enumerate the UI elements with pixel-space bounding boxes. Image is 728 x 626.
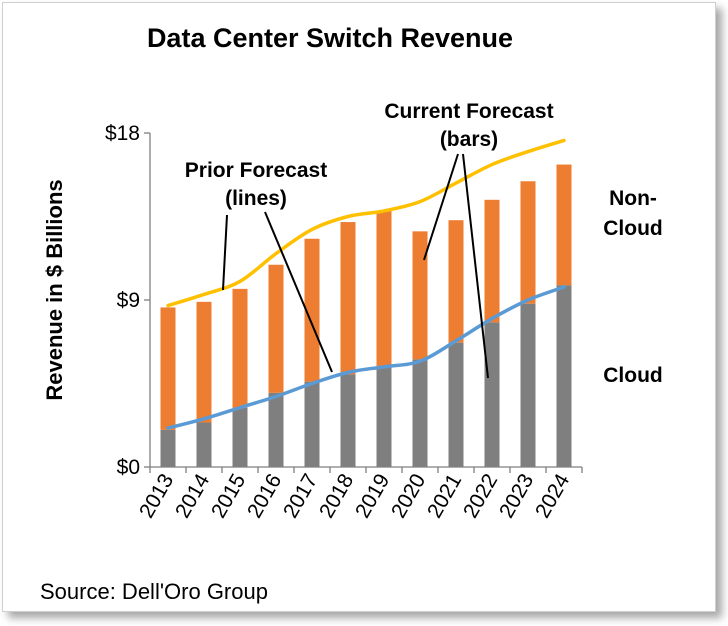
annotation-cloud: Cloud — [603, 364, 662, 387]
y-tick-label: $0 — [117, 456, 140, 479]
x-tick-label: 2014 — [171, 470, 214, 522]
prior-forecast-cloud-line — [166, 285, 566, 430]
x-tick-label: 2016 — [243, 470, 286, 522]
bar-cloud-2024 — [556, 285, 572, 467]
bar-non-cloud-2019 — [376, 210, 392, 367]
bar-cloud-2016 — [268, 392, 284, 467]
bar-cloud-2018 — [340, 374, 356, 467]
annotation-current-forecast: Current Forecast — [384, 100, 553, 123]
annotation-current-forecast-sub: (bars) — [440, 128, 498, 151]
bar-non-cloud-2015 — [232, 288, 248, 408]
bar-cloud-2021 — [448, 342, 464, 467]
bar-non-cloud-2017 — [304, 238, 320, 382]
bar-non-cloud-2020 — [412, 231, 428, 360]
chart-frame — [2, 2, 716, 612]
bar-cloud-2017 — [304, 381, 320, 467]
bar-non-cloud-2022 — [484, 199, 500, 323]
bar-cloud-2020 — [412, 359, 428, 467]
y-tick-label: $18 — [105, 122, 140, 145]
x-tick-label: 2023 — [495, 470, 538, 522]
annotation-prior-forecast-sub: (lines) — [225, 187, 287, 210]
x-tick-label: 2015 — [207, 470, 250, 522]
y-tick-label: $9 — [117, 289, 140, 312]
bar-cloud-2015 — [232, 407, 248, 467]
bar-non-cloud-2013 — [160, 307, 176, 430]
bar-cloud-2022 — [484, 322, 500, 467]
bar-non-cloud-2024 — [556, 164, 572, 286]
x-tick-label: 2020 — [387, 470, 430, 522]
callout-line — [264, 211, 333, 373]
source-note: Source: Dell'Oro Group — [40, 579, 268, 604]
bar-cloud-2014 — [196, 422, 212, 467]
y-axis-label: Revenue in $ Billions — [42, 179, 67, 400]
bar-non-cloud-2021 — [448, 220, 464, 343]
annotation-prior-forecast: Prior Forecast — [185, 159, 327, 182]
x-tick-label: 2017 — [279, 470, 322, 522]
bar-non-cloud-2018 — [340, 222, 356, 375]
x-tick-label: 2024 — [531, 470, 574, 522]
x-tick-label: 2019 — [351, 470, 394, 522]
chart-title: Data Center Switch Revenue — [147, 23, 513, 53]
callout-line — [462, 153, 489, 379]
prior-forecast-total-line — [166, 138, 566, 308]
callout-line — [423, 153, 459, 261]
bar-cloud-2013 — [160, 429, 176, 467]
annotation-non-cloud-sub: Cloud — [603, 217, 662, 240]
bar-non-cloud-2014 — [196, 301, 212, 423]
bar-non-cloud-2016 — [268, 264, 284, 393]
x-tick-label: 2022 — [459, 470, 502, 522]
x-tick-label: 2018 — [315, 470, 358, 522]
bar-non-cloud-2023 — [520, 181, 536, 304]
x-tick-label: 2013 — [135, 470, 178, 522]
bar-cloud-2019 — [376, 366, 392, 467]
bar-cloud-2023 — [520, 303, 536, 467]
x-tick-label: 2021 — [423, 470, 466, 522]
callout-line — [222, 214, 228, 291]
annotation-non-cloud: Non- — [609, 187, 657, 210]
